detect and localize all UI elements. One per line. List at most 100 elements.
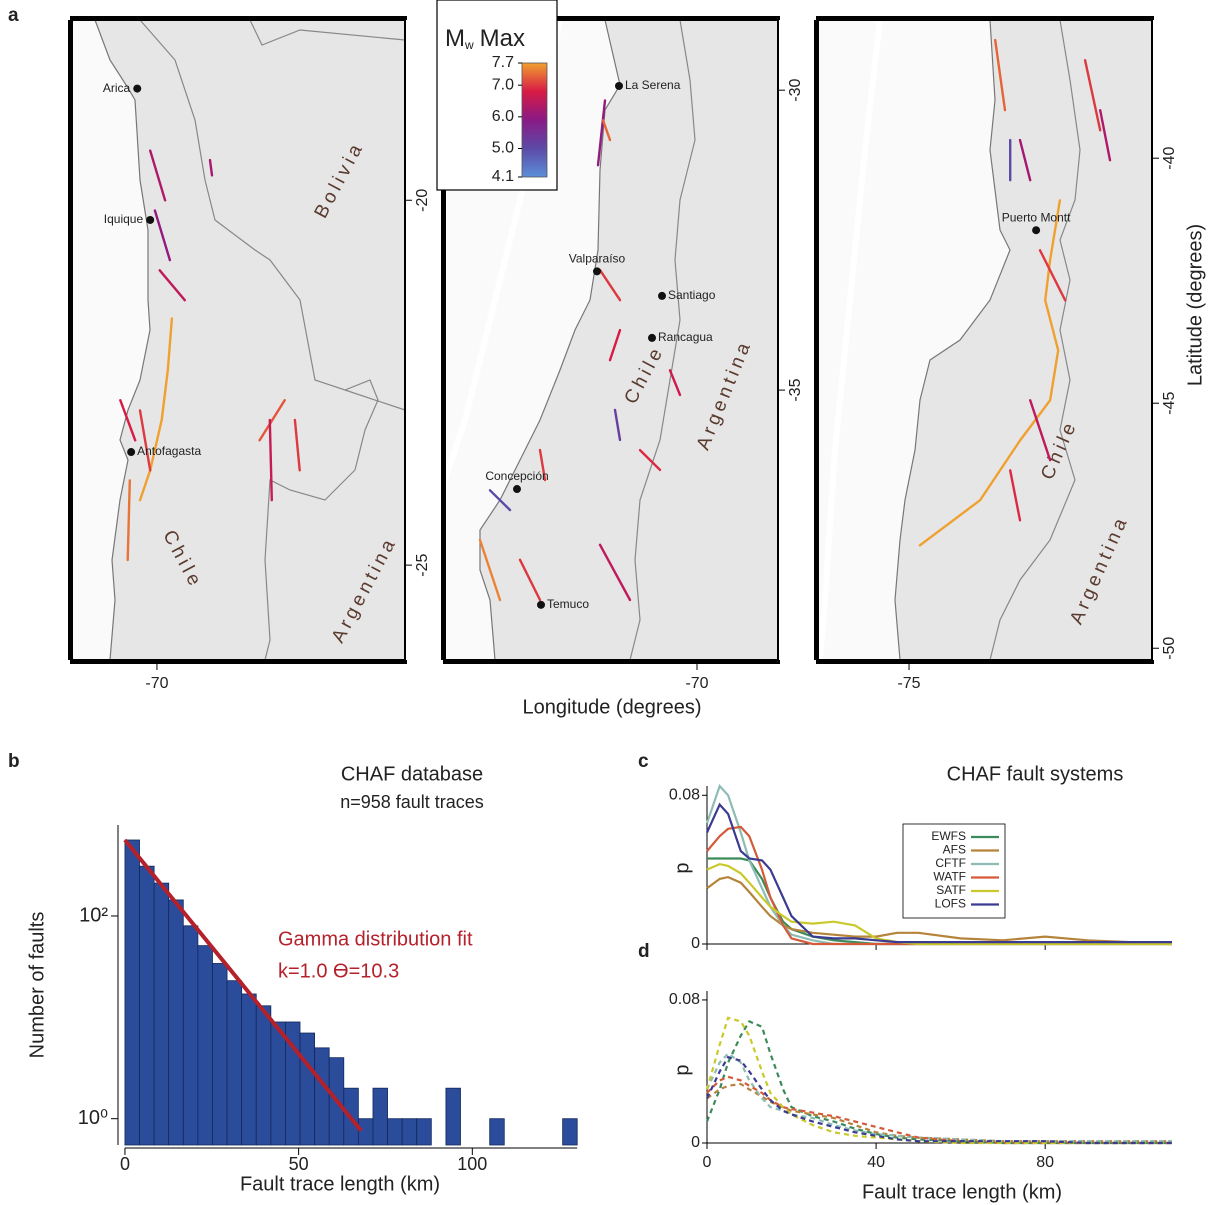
colorbar xyxy=(522,63,547,177)
histogram-bar xyxy=(125,840,140,1145)
figure: a b c d Longitude (degrees) Latitude (de… xyxy=(0,0,1216,1205)
colorbar-tick-label: 5.0 xyxy=(492,140,514,157)
map-frame-bar xyxy=(443,660,780,664)
city-label: Puerto Montt xyxy=(1002,210,1071,224)
histogram-bar xyxy=(315,1048,330,1145)
x-axis-label: Fault trace length (km) xyxy=(862,1181,1062,1203)
colorbar-title-part: Max xyxy=(480,25,525,52)
city-marker xyxy=(513,485,521,493)
city-marker xyxy=(658,292,666,300)
map-frame-bar xyxy=(816,660,1154,664)
histogram-bar xyxy=(154,883,169,1145)
x-tick-label: 40 xyxy=(867,1154,885,1171)
colorbar-tick-label: 7.7 xyxy=(492,54,514,71)
city-marker xyxy=(593,267,601,275)
city-marker xyxy=(146,216,154,224)
city-label: Concepción xyxy=(485,469,548,483)
city-label: Rancagua xyxy=(658,330,713,344)
city-label: Valparaíso xyxy=(569,251,626,265)
colorbar-tick-label: 6.0 xyxy=(492,108,514,125)
histogram-bar xyxy=(212,963,227,1145)
x-tick-label: -70 xyxy=(145,675,168,692)
chart-title: CHAF database xyxy=(341,763,483,785)
histogram-bar xyxy=(563,1119,578,1145)
annotation: k=1.0 ϴ=10.3 xyxy=(278,960,399,982)
histogram-bar xyxy=(169,900,184,1145)
x-axis-label: Fault trace length (km) xyxy=(240,1173,440,1195)
x-tick-label: -75 xyxy=(897,675,920,692)
annotation: Gamma distribution fit xyxy=(278,928,473,950)
city-label: Arica xyxy=(103,81,131,95)
y-tick-label: -45 xyxy=(1161,392,1178,415)
y-tick-label: 0 xyxy=(691,1134,700,1151)
x-tick-label: -70 xyxy=(685,675,708,692)
x-tick-label: 0 xyxy=(120,1154,130,1174)
y-tick-label: -25 xyxy=(414,553,431,576)
y-tick-label: -35 xyxy=(787,378,804,401)
y-tick-label: 0 xyxy=(691,935,700,952)
colorbar-tick-label: 7.0 xyxy=(492,76,514,93)
histogram-bar xyxy=(358,1119,373,1145)
colorbar-title: MwMax xyxy=(445,25,525,52)
x-tick-label: 80 xyxy=(1036,1154,1054,1171)
map-frame-bar xyxy=(70,660,407,664)
density-line xyxy=(707,1018,1172,1143)
colorbar-title-part: w xyxy=(464,38,474,52)
chart-title: CHAF fault systems xyxy=(947,763,1124,785)
histogram-bar xyxy=(373,1088,388,1145)
histogram-bar xyxy=(183,926,198,1145)
city-marker xyxy=(1032,226,1040,234)
map-frame-bar xyxy=(70,16,407,20)
x-tick-label: 50 xyxy=(289,1154,309,1174)
map: ChileArgentinaPuerto Montt-75-40-45-50 xyxy=(814,16,1178,692)
histogram-bar xyxy=(256,1006,271,1145)
city-label: Iquique xyxy=(104,212,144,226)
histogram-bar xyxy=(446,1088,461,1145)
legend-label: LOFS xyxy=(935,897,966,911)
y-tick-label: 10⁰ xyxy=(78,1107,108,1129)
histogram-bar xyxy=(271,1022,286,1145)
density-line xyxy=(707,1021,1172,1143)
density-line xyxy=(707,1054,1172,1142)
x-axis-label: Longitude (degrees) xyxy=(522,696,701,718)
histogram-bar xyxy=(402,1119,417,1145)
city-marker xyxy=(127,448,135,456)
y-tick-label: -30 xyxy=(787,79,804,102)
legend-label: EWFS xyxy=(931,829,966,843)
y-tick-label: 0.08 xyxy=(669,787,700,804)
map-frame-bar xyxy=(816,16,1154,20)
chart-subtitle: n=958 fault traces xyxy=(340,792,484,812)
city-marker xyxy=(537,601,545,609)
y-tick-label: 10² xyxy=(79,904,108,926)
histogram-bar xyxy=(140,866,155,1145)
histogram-bar xyxy=(198,946,213,1145)
histogram-bar xyxy=(388,1119,403,1145)
y-tick-label: 0.08 xyxy=(669,991,700,1008)
x-tick-label: 0 xyxy=(703,1154,712,1171)
histogram-bar xyxy=(242,994,257,1145)
y-tick-label: -50 xyxy=(1161,637,1178,660)
y-axis-label: p xyxy=(671,862,693,873)
density-line xyxy=(707,1084,1172,1141)
panel-label: d xyxy=(638,941,650,962)
map-frame-bar xyxy=(68,20,72,660)
city-label: La Serena xyxy=(625,78,681,92)
y-axis-label: Latitude (degrees) xyxy=(1184,224,1206,386)
histogram-bar xyxy=(417,1119,432,1145)
panel-label: c xyxy=(638,751,649,772)
city-label: Santiago xyxy=(668,288,716,302)
colorbar-tick-label: 4.1 xyxy=(492,168,514,185)
histogram-bar xyxy=(490,1119,505,1145)
y-axis-label: Number of faults xyxy=(26,912,48,1059)
panel-label: b xyxy=(8,751,20,772)
city-marker xyxy=(615,82,623,90)
city-marker xyxy=(648,334,656,342)
panel-label: a xyxy=(8,5,19,26)
histogram-bar xyxy=(227,981,242,1145)
y-axis-label: p xyxy=(671,1064,693,1075)
legend-label: SATF xyxy=(936,883,966,897)
y-tick-label: -20 xyxy=(414,189,431,212)
legend-label: WATF xyxy=(933,870,966,884)
legend-label: AFS xyxy=(943,843,966,857)
